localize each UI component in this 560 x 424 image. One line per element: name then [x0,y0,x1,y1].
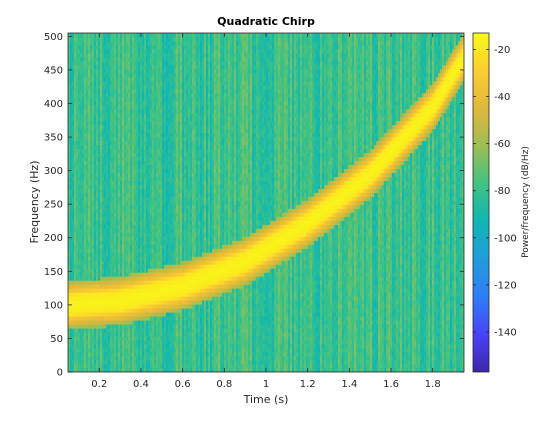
chart-title: Quadratic Chirp [217,15,315,28]
heatmap-cells [68,33,464,372]
